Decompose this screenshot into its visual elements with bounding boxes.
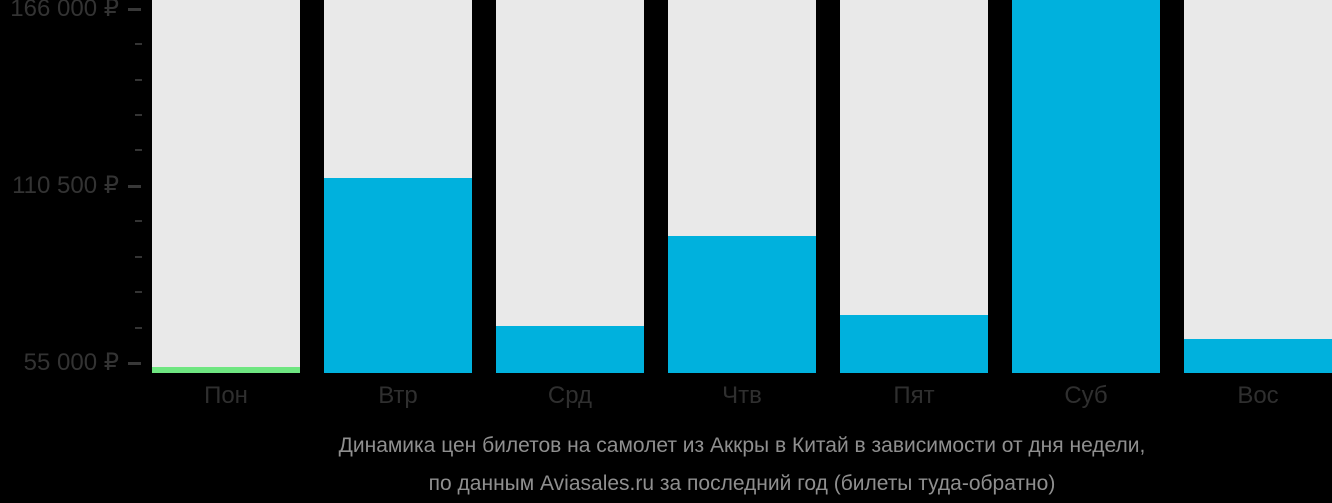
column-backdrop <box>840 0 988 373</box>
day-label-Вос: Вос <box>1237 382 1279 409</box>
x-axis-labels: Пон Втр Срд Чтв Пят Суб Вос <box>152 382 1332 410</box>
price-bar-Пон <box>152 367 300 373</box>
price-bar-Пят <box>840 315 988 373</box>
y-tick-minor <box>135 43 142 45</box>
chart-column-Срд <box>496 0 644 373</box>
chart-caption: Динамика цен билетов на самолет из Аккры… <box>152 427 1332 503</box>
y-axis-label: 55 000 ₽ <box>23 349 119 376</box>
chart-column-Суб <box>1012 0 1160 373</box>
day-label-Суб: Суб <box>1064 382 1108 409</box>
y-tick-major <box>128 8 141 11</box>
y-tick-minor <box>135 220 142 222</box>
y-tick-major <box>128 362 141 365</box>
y-tick-minor <box>135 291 142 293</box>
day-label-Пон: Пон <box>204 382 248 409</box>
day-label-Втр: Втр <box>378 382 418 409</box>
chart-column-Пон <box>152 0 300 373</box>
price-bar-Вос <box>1184 339 1332 373</box>
day-label-Чтв: Чтв <box>722 382 762 409</box>
chart-column-Вос <box>1184 0 1332 373</box>
chart-column-Чтв <box>668 0 816 373</box>
price-bar-Суб <box>1012 0 1160 373</box>
y-tick-major <box>128 185 141 188</box>
day-label-Пят: Пят <box>893 382 935 409</box>
y-axis-label: 110 500 ₽ <box>12 172 119 199</box>
y-tick-minor <box>135 327 142 329</box>
price-bar-Срд <box>496 326 644 373</box>
y-tick-minor <box>135 256 142 258</box>
y-axis-label: 166 000 ₽ <box>10 0 119 22</box>
y-tick-minor <box>135 114 142 116</box>
day-label-Срд: Срд <box>547 382 593 409</box>
column-backdrop <box>496 0 644 373</box>
chart-column-Пят <box>840 0 988 373</box>
y-tick-minor <box>135 79 142 81</box>
y-tick-minor <box>135 149 142 151</box>
caption-subtitle: по данным Aviasales.ru за последний год … <box>428 472 1056 495</box>
caption-title: Динамика цен билетов на самолет из Аккры… <box>338 434 1146 457</box>
price-bar-Втр <box>324 178 472 373</box>
chart-column-Втр <box>324 0 472 373</box>
y-axis: 166 000 ₽ 110 500 ₽ 55 000 ₽ <box>0 0 152 376</box>
price-bar-Чтв <box>668 236 816 373</box>
column-backdrop <box>152 0 300 373</box>
column-backdrop <box>1184 0 1332 373</box>
plot-area <box>152 0 1332 373</box>
